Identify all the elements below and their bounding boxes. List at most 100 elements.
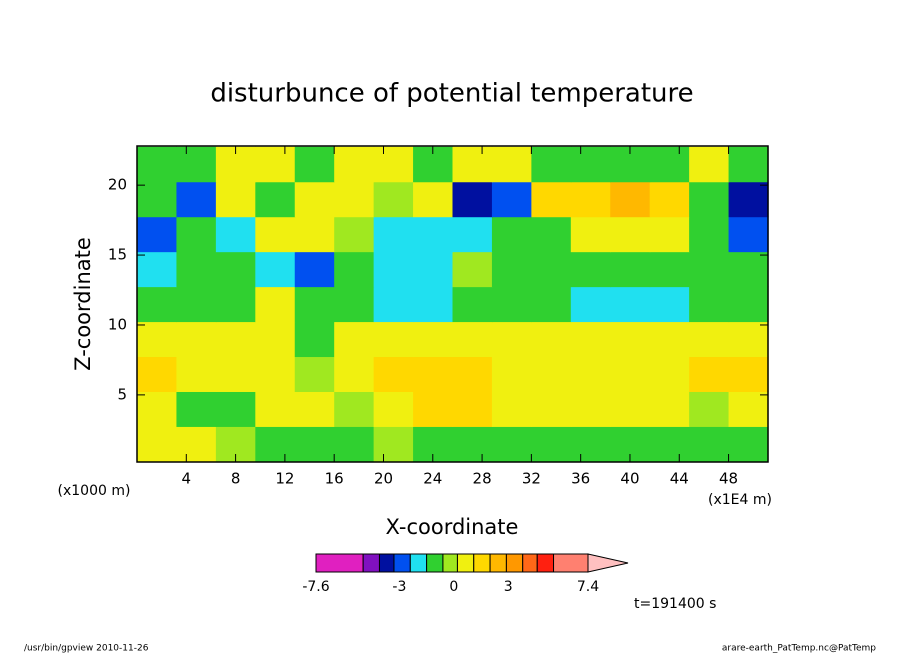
field-cell: [689, 216, 730, 253]
field-cell: [728, 286, 769, 323]
field-cell: [689, 146, 730, 183]
field-cell: [373, 181, 414, 218]
footer-left: /usr/bin/gpview 2010-11-26: [24, 644, 149, 654]
colorbar-tick-label: 7.4: [577, 579, 599, 595]
field-cell: [610, 181, 651, 218]
colorbar-tick-label: -3: [392, 579, 406, 595]
y-unit: (x1000 m): [58, 483, 131, 499]
colorbar-box: [362, 553, 380, 573]
field-cell: [728, 251, 769, 288]
field-cell: [176, 391, 217, 427]
field-cell: [728, 146, 769, 183]
field-cell: [531, 391, 572, 427]
field-cell: [491, 356, 532, 392]
field-cell: [649, 181, 690, 218]
x-tick-label: 4: [182, 470, 192, 488]
field-cell: [294, 356, 335, 392]
field-cell: [334, 391, 375, 427]
field-cell: [452, 251, 493, 288]
field-cell: [452, 286, 493, 323]
y-tick-label: 20: [108, 176, 127, 194]
field-cell: [452, 216, 493, 253]
field-cell: [689, 391, 730, 427]
x-tick-label: 24: [423, 470, 442, 488]
colorbar-box: [378, 553, 395, 573]
field-cell: [452, 146, 493, 183]
field-cell: [373, 426, 414, 462]
colorbar-tick-label: -7.6: [302, 579, 329, 595]
field-cell: [491, 181, 532, 218]
colorbar-tick-label: 3: [504, 579, 513, 595]
field-cell: [176, 181, 217, 218]
field-cell: [491, 146, 532, 183]
field-cell: [570, 181, 611, 218]
field-cell: [137, 391, 178, 427]
field-cell: [294, 426, 335, 462]
field-cell: [610, 216, 651, 253]
field-cell: [215, 216, 256, 253]
field-cell: [176, 321, 217, 358]
field-cell: [413, 181, 454, 218]
colorbar-box: [473, 553, 491, 573]
field-cell: [176, 426, 217, 462]
field-cell: [176, 286, 217, 323]
field-cell: [689, 321, 730, 358]
field-cell: [137, 181, 178, 218]
field-cell: [373, 321, 414, 358]
field-cell: [491, 391, 532, 427]
field-cell: [491, 251, 532, 288]
field-cell: [452, 321, 493, 358]
field-cell: [334, 286, 375, 323]
field-cell: [176, 251, 217, 288]
field-cell: [255, 356, 296, 392]
field-cell: [255, 181, 296, 218]
field-cell: [728, 181, 769, 218]
field-cell: [373, 216, 414, 253]
colorbar-tick-label: 0: [449, 579, 458, 595]
field-cell: [137, 216, 178, 253]
colorbar-extension: [587, 553, 629, 573]
field-cell: [649, 321, 690, 358]
field-cell: [570, 391, 611, 427]
field-cell: [689, 286, 730, 323]
field-cell: [334, 181, 375, 218]
field-cell: [610, 356, 651, 392]
field-cell: [176, 146, 217, 183]
y-tick-label: 15: [108, 246, 127, 264]
plot-frame: [136, 145, 769, 463]
field-cell: [531, 181, 572, 218]
field-cell: [570, 356, 611, 392]
colorbar-box: [489, 553, 507, 573]
field-cell: [255, 146, 296, 183]
field-cell: [215, 321, 256, 358]
field-cell: [413, 216, 454, 253]
field-cell: [452, 181, 493, 218]
field-cell: [215, 286, 256, 323]
field-cell: [531, 286, 572, 323]
field-cell: [570, 321, 611, 358]
field-cell: [255, 426, 296, 462]
field-cell: [570, 251, 611, 288]
field-cell: [215, 181, 256, 218]
field-cell: [255, 286, 296, 323]
field-cell: [728, 356, 769, 392]
field-cell: [610, 251, 651, 288]
field-cell: [649, 216, 690, 253]
chart-title: disturbunce of potential temperature: [210, 79, 693, 109]
footer-right: arare-earth_PatTemp.nc@PatTemp: [722, 644, 876, 654]
field-cell: [491, 321, 532, 358]
field-cell: [649, 426, 690, 462]
x-tick-label: 44: [670, 470, 689, 488]
field-cell: [452, 391, 493, 427]
field-cell: [649, 146, 690, 183]
field-cell: [649, 251, 690, 288]
field-cell: [334, 146, 375, 183]
x-tick-label: 32: [522, 470, 541, 488]
field-cell: [570, 286, 611, 323]
colorbar-box: [553, 553, 589, 573]
field-cell: [215, 391, 256, 427]
field-cell: [531, 146, 572, 183]
x-tick-label: 28: [473, 470, 492, 488]
field-cell: [294, 216, 335, 253]
